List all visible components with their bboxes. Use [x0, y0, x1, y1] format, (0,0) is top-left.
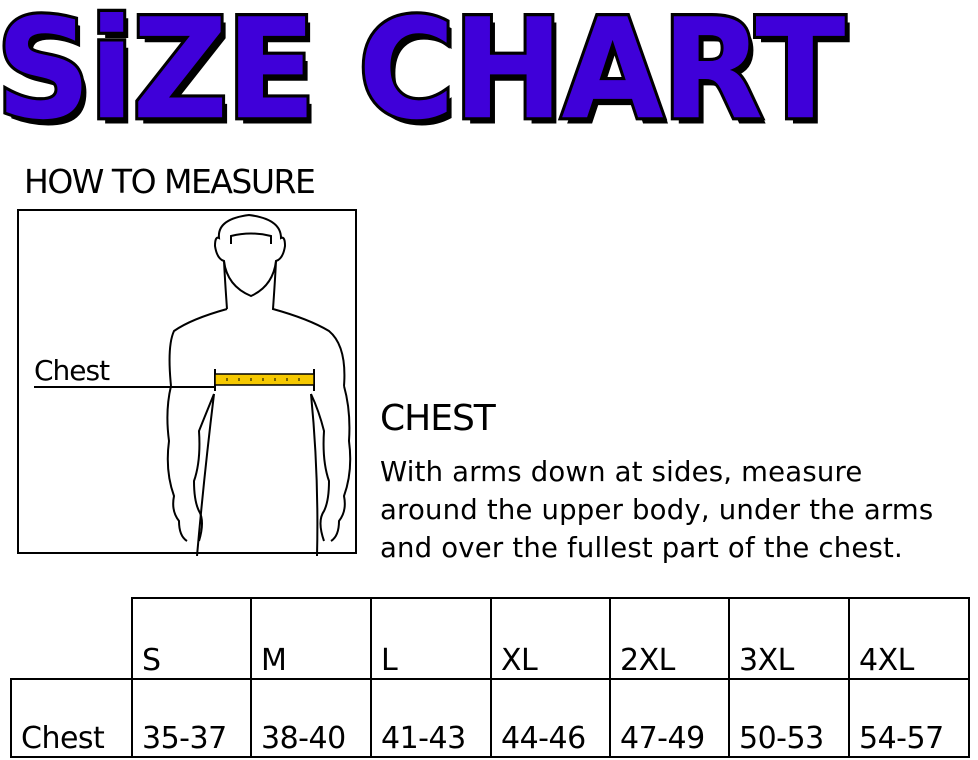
size-header-cell: 4XL [848, 597, 970, 680]
body-outline-icon [34, 213, 352, 556]
empty-cell [11, 598, 132, 680]
size-header-cell: S [131, 597, 252, 680]
value-cell: 35-37 [131, 678, 252, 758]
size-header-cell: XL [490, 597, 611, 680]
row-label: Chest [10, 678, 133, 758]
instruction-line: and over the fullest part of the chest. [380, 532, 903, 564]
value-cell: 54-57 [848, 678, 970, 758]
size-header-cell: L [370, 597, 492, 680]
size-header-cell: M [250, 597, 372, 680]
measure-illustration: Chest [17, 209, 357, 556]
chest-row: Chest 35-37 38-40 41-43 44-46 47-49 50-5… [10, 678, 970, 758]
size-table: S M L XL 2XL 3XL 4XL Chest 35-37 38-40 4… [10, 597, 970, 758]
value-cell: 44-46 [490, 678, 611, 758]
instruction-line: around the upper body, under the arms [380, 494, 934, 526]
section-title: CHEST [380, 398, 496, 439]
size-header-cell: 3XL [728, 597, 850, 680]
size-header-row: S M L XL 2XL 3XL 4XL [11, 597, 970, 680]
measuring-tape [214, 373, 315, 386]
page-title: SiZE CHART [0, 0, 848, 154]
how-to-measure-heading: HOW TO MEASURE [24, 162, 316, 201]
size-header-cell: 2XL [609, 597, 730, 680]
measure-instructions: With arms down at sides, measure around … [380, 453, 978, 567]
value-cell: 50-53 [728, 678, 850, 758]
value-cell: 41-43 [370, 678, 492, 758]
instruction-line: With arms down at sides, measure [380, 456, 863, 488]
chest-label: Chest [34, 354, 110, 387]
value-cell: 38-40 [250, 678, 372, 758]
value-cell: 47-49 [609, 678, 730, 758]
